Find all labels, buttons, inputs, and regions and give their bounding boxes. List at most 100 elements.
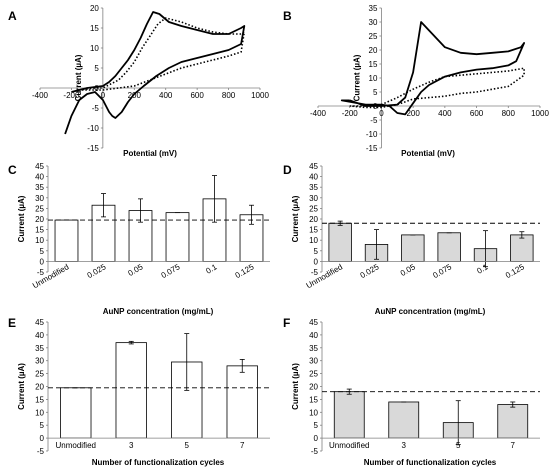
x-axis-label: AuNP concentration (mg/mL)	[103, 307, 214, 316]
panel-label-d: D	[283, 163, 292, 177]
y-tick-label: 25	[35, 204, 44, 213]
y-tick-label: 5	[314, 247, 319, 256]
category-label: 3	[129, 441, 134, 450]
panel-label-b: B	[283, 9, 292, 23]
y-tick-label: 15	[35, 395, 44, 404]
y-tick-label: -5	[311, 268, 319, 277]
y-tick-label: 30	[309, 357, 318, 366]
category-label: 0.05	[399, 262, 417, 278]
category-label: 0.125	[234, 262, 256, 280]
x-tick-label: 0	[379, 109, 384, 118]
y-tick-label: -5	[370, 116, 378, 125]
bar	[226, 365, 258, 439]
category-label: 5	[185, 441, 190, 450]
y-tick-label: -5	[92, 104, 100, 113]
y-tick-label: -10	[366, 130, 378, 139]
category-label: 0.1	[475, 262, 490, 276]
panel-b-chart: -400 -200 0 200 400 600 800 1000-15-10-50510152…	[310, 4, 549, 158]
y-tick-label: 0	[314, 257, 319, 266]
y-tick-label: 5	[373, 88, 378, 97]
category-label: 0.05	[127, 262, 145, 278]
y-tick-label: 45	[309, 318, 318, 327]
y-tick-label: 10	[90, 44, 99, 53]
y-tick-label: 5	[40, 421, 45, 430]
y-tick-label: -15	[87, 144, 99, 153]
y-tick-label: 20	[369, 46, 378, 55]
y-tick-label: 0	[40, 434, 45, 443]
category-label: 0.1	[204, 262, 219, 276]
bar	[510, 234, 534, 262]
bar	[437, 232, 461, 262]
y-axis-label: Current (µA)	[291, 363, 300, 410]
x-tick-label: 0	[101, 91, 106, 100]
bar	[497, 404, 529, 439]
category-label: 7	[511, 441, 516, 450]
y-tick-label: -15	[366, 144, 378, 153]
category-label: 7	[240, 441, 245, 450]
series-line-dotted	[349, 67, 525, 109]
x-axis-label: Potential (mV)	[123, 149, 177, 158]
x-tick-label: -400	[310, 109, 327, 118]
x-axis-label: AuNP concentration (mg/mL)	[375, 307, 486, 316]
series-line-solid	[340, 21, 525, 116]
y-tick-label: 45	[35, 318, 44, 327]
x-tick-label: -400	[32, 91, 49, 100]
y-tick-label: 30	[309, 194, 318, 203]
y-tick-label: 5	[94, 64, 99, 73]
y-tick-label: 10	[309, 408, 318, 417]
panel-label-a: A	[8, 9, 17, 23]
y-tick-label: 15	[309, 226, 318, 235]
category-label: 0.075	[160, 262, 182, 280]
category-label: 0.075	[431, 262, 453, 280]
category-label: 3	[402, 441, 407, 450]
y-axis-label: Current (µA)	[17, 195, 26, 242]
bar	[328, 222, 352, 262]
y-tick-label: 10	[369, 74, 378, 83]
y-tick-label: 30	[369, 18, 378, 27]
y-tick-label: 15	[35, 226, 44, 235]
y-tick-label: -5	[311, 447, 319, 456]
x-tick-label: 1000	[251, 91, 269, 100]
bar	[60, 387, 92, 439]
y-axis-label: Current (µA)	[352, 54, 361, 101]
y-tick-label: 20	[309, 383, 318, 392]
series-line-solid	[64, 11, 246, 135]
category-label: 0.125	[504, 262, 526, 280]
category-label: 0.025	[86, 262, 108, 280]
y-tick-label: 5	[40, 247, 45, 256]
y-tick-label: 10	[35, 236, 44, 245]
y-tick-label: 40	[35, 173, 44, 182]
bar	[388, 401, 420, 439]
bar	[333, 391, 365, 439]
y-tick-label: 40	[309, 173, 318, 182]
y-tick-label: 20	[90, 4, 99, 13]
y-tick-label: 20	[35, 383, 44, 392]
category-label: Unmodified	[329, 441, 369, 450]
y-tick-label: 30	[35, 194, 44, 203]
y-axis-label: Current (µA)	[17, 363, 26, 410]
x-tick-label: 600	[190, 91, 204, 100]
x-tick-label: 800	[222, 91, 236, 100]
y-tick-label: 5	[314, 421, 319, 430]
x-axis-label: Number of functionalization cycles	[92, 458, 225, 467]
y-axis-label: Current (µA)	[291, 195, 300, 242]
x-tick-label: 400	[438, 109, 452, 118]
category-label: 5	[456, 441, 461, 450]
category-label: 0.025	[359, 262, 381, 280]
y-axis-label: Current (µA)	[74, 54, 83, 101]
panel-label-e: E	[8, 316, 16, 330]
y-tick-label: 45	[309, 162, 318, 171]
y-tick-label: 35	[309, 183, 318, 192]
category-label: Unmodified	[56, 441, 96, 450]
y-tick-label: 25	[309, 370, 318, 379]
y-tick-label: 35	[35, 183, 44, 192]
y-tick-label: 25	[309, 204, 318, 213]
y-tick-label: 10	[35, 408, 44, 417]
y-tick-label: 45	[35, 162, 44, 171]
y-tick-label: -10	[87, 124, 99, 133]
x-tick-label: -200	[63, 91, 80, 100]
x-tick-label: 400	[159, 91, 173, 100]
